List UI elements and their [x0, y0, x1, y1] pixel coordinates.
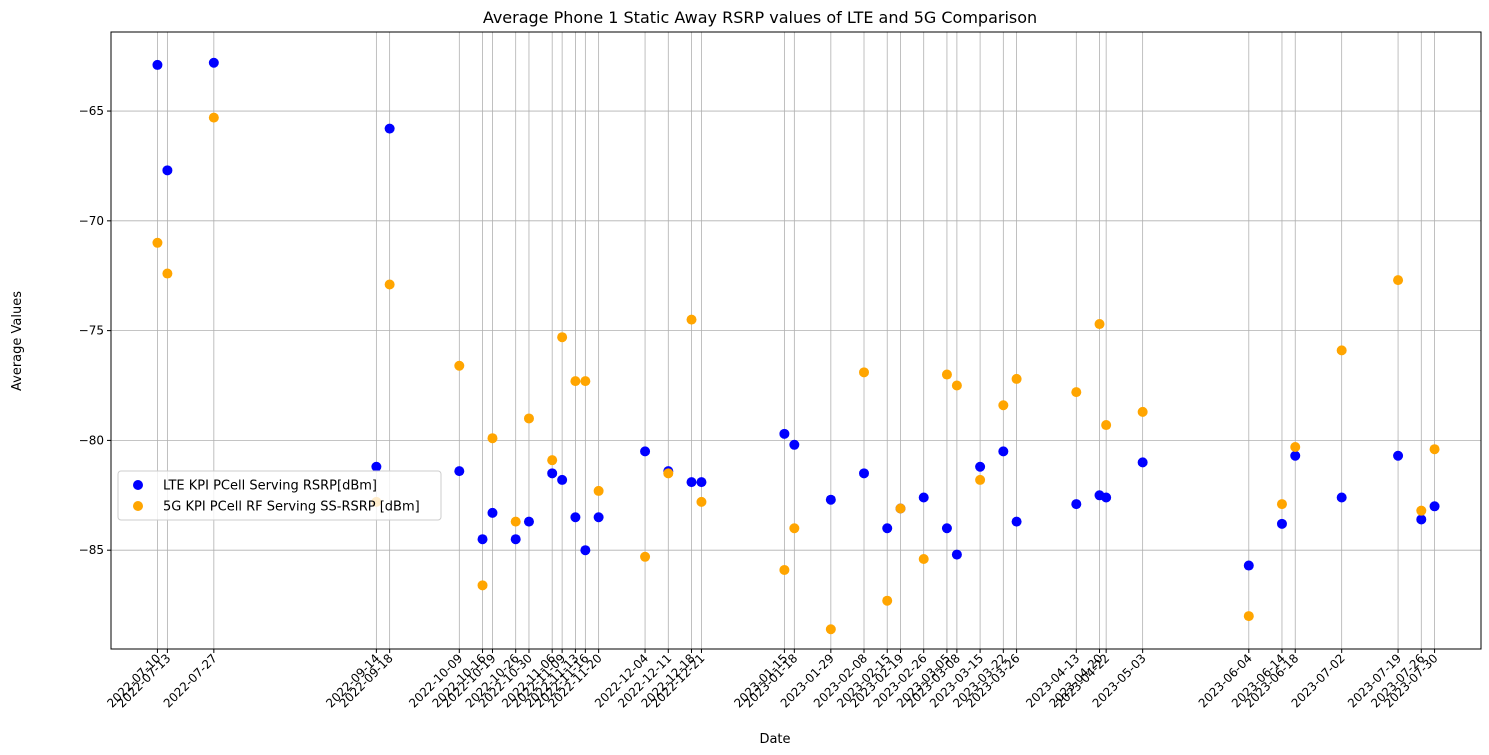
5g-point: [941, 369, 952, 380]
y-tick-label: −70: [79, 214, 104, 228]
lte-point: [454, 466, 465, 477]
lte-point: [371, 461, 382, 472]
5g-point: [975, 474, 986, 485]
lte-point: [951, 549, 962, 560]
chart-title: Average Phone 1 Static Away RSRP values …: [483, 8, 1037, 27]
5g-point: [593, 485, 604, 496]
5g-point: [208, 112, 219, 123]
lte-point: [918, 492, 929, 503]
lte-point: [487, 507, 498, 518]
5g-point: [570, 376, 581, 387]
lte-point: [152, 59, 163, 70]
y-axis-ticks: −65 −70 −75 −80 −85: [79, 104, 111, 557]
lte-point: [696, 477, 707, 488]
5g-point: [547, 455, 558, 466]
legend: LTE KPI PCell Serving RSRP[dBm] 5G KPI P…: [117, 470, 442, 521]
5g-point: [1094, 319, 1105, 330]
lte-point: [570, 512, 581, 523]
5g-point: [477, 580, 488, 591]
5g-point: [384, 279, 395, 290]
5g-point: [510, 516, 521, 527]
5g-point: [1416, 505, 1427, 516]
y-tick-label: −65: [79, 104, 104, 118]
lte-point: [547, 468, 558, 479]
5g-point: [825, 624, 836, 635]
5g-point: [640, 551, 651, 562]
lte-point: [384, 123, 395, 134]
lte-point: [998, 446, 1009, 457]
lte-point: [557, 474, 568, 485]
grid-lines: [111, 32, 1481, 649]
legend-label-5g: 5G KPI PCell RF Serving SS-RSRP [dBm]: [163, 500, 420, 515]
lte-point: [208, 57, 219, 68]
y-tick-label: −75: [79, 324, 104, 338]
5g-point: [557, 332, 568, 343]
5g-point: [1243, 611, 1254, 622]
legend-box: [117, 470, 442, 521]
lte-point: [1011, 516, 1022, 527]
legend-marker-lte: [133, 480, 143, 490]
lte-point: [1393, 450, 1404, 461]
lte-point: [859, 468, 870, 479]
5g-point: [1429, 444, 1440, 455]
5g-point: [1011, 373, 1022, 384]
lte-point: [523, 516, 534, 527]
5g-point: [859, 367, 870, 378]
lte-point: [975, 461, 986, 472]
5g-point: [779, 564, 790, 575]
lte-point: [882, 523, 893, 534]
lte-point: [686, 477, 697, 488]
lte-point: [593, 512, 604, 523]
5g-point: [1336, 345, 1347, 356]
lte-point: [1290, 450, 1301, 461]
5g-point: [1071, 387, 1082, 398]
lte-point: [1276, 518, 1287, 529]
lte-point: [941, 523, 952, 534]
y-tick-label: −85: [79, 543, 104, 557]
lte-point: [779, 428, 790, 439]
lte-point: [1429, 501, 1440, 512]
legend-label-lte: LTE KPI PCell Serving RSRP[dBm]: [163, 479, 377, 494]
5g-point: [487, 433, 498, 444]
lte-point: [1416, 514, 1427, 525]
x-axis-label: Date: [759, 732, 790, 747]
5g-point: [1137, 406, 1148, 417]
lte-point: [1101, 492, 1112, 503]
5g-point: [918, 553, 929, 564]
5g-point: [152, 237, 163, 248]
5g-point: [162, 268, 173, 279]
lte-point: [510, 534, 521, 545]
y-axis-label: Average Values: [10, 291, 25, 391]
5g-point: [686, 314, 697, 325]
lte-point: [580, 545, 591, 556]
5g-point: [1276, 499, 1287, 510]
5g-point: [454, 360, 465, 371]
5g-point: [696, 496, 707, 507]
lte-point: [1137, 457, 1148, 468]
lte-point: [789, 439, 800, 450]
5g-point: [1393, 275, 1404, 286]
lte-point: [1336, 492, 1347, 503]
legend-marker-5g: [133, 501, 143, 511]
lte-point: [825, 494, 836, 505]
5g-point: [951, 380, 962, 391]
5g-point: [663, 468, 674, 479]
lte-point: [1071, 499, 1082, 510]
5g-point: [789, 523, 800, 534]
plot-area-frame: [110, 31, 1482, 650]
y-tick-label: −80: [79, 433, 104, 447]
5g-point: [895, 503, 906, 514]
lte-point: [1243, 560, 1254, 571]
5g-point: [580, 376, 591, 387]
5g-point: [882, 595, 893, 606]
lte-point: [477, 534, 488, 545]
5g-point: [998, 400, 1009, 411]
lte-point: [162, 165, 173, 176]
lte-point: [640, 446, 651, 457]
5g-point: [523, 413, 534, 424]
5g-point: [1101, 420, 1112, 431]
5g-point: [1290, 441, 1301, 452]
